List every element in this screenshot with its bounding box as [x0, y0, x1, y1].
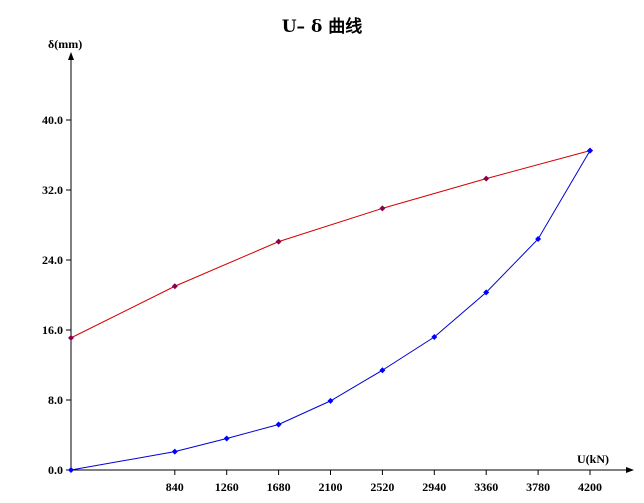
series-2-point [327, 397, 334, 404]
x-axis-arrow [626, 467, 634, 473]
axes [68, 52, 634, 473]
x-tick-label: 3360 [474, 480, 498, 494]
series-2-point [535, 236, 542, 242]
series-1-point [171, 283, 178, 290]
series-2-point [275, 421, 282, 428]
series-2-point [223, 435, 230, 442]
y-tick-label: 32.0 [42, 183, 63, 197]
x-ticks: 840 1260 1680 2100 2520 2940 3360 3780 4200 [166, 470, 602, 494]
y-tick-label: 40.0 [42, 113, 63, 127]
series-line-2 [70, 150, 591, 471]
y-tick-label: 8.0 [48, 393, 63, 407]
series-1-point [483, 175, 490, 182]
x-tick-label: 3780 [526, 480, 550, 494]
y-axis-title: δ(mm) [48, 37, 82, 51]
x-tick-label: 1680 [267, 480, 291, 494]
series-1-point [379, 205, 386, 212]
x-tick-label: 2940 [422, 480, 446, 494]
series-layer [68, 147, 593, 473]
x-tick-label: 1260 [215, 480, 239, 494]
series-1-point [68, 334, 74, 341]
series-2-point [171, 448, 178, 455]
series-2-point [483, 289, 490, 296]
x-tick-label: 2520 [370, 480, 394, 494]
x-tick-label: 2100 [319, 480, 343, 494]
series-2-point [587, 147, 593, 154]
x-tick-label: 4200 [578, 480, 602, 494]
series-1-point [275, 238, 282, 245]
series-2-point [431, 334, 438, 340]
x-tick-label: 840 [166, 480, 184, 494]
x-axis-title: U(kN) [577, 452, 609, 466]
y-ticks: 0.0 8.0 16.0 24.0 32.0 40.0 [42, 113, 71, 477]
y-tick-label: 24.0 [42, 253, 63, 267]
y-tick-label: 0.0 [48, 463, 63, 477]
chart-title: U– δ 曲线 [282, 16, 363, 37]
series-2-point [379, 367, 386, 374]
series-line-1 [70, 150, 591, 339]
y-axis-arrow [68, 52, 74, 60]
series-2-point [68, 467, 74, 473]
y-tick-label: 16.0 [42, 323, 63, 337]
